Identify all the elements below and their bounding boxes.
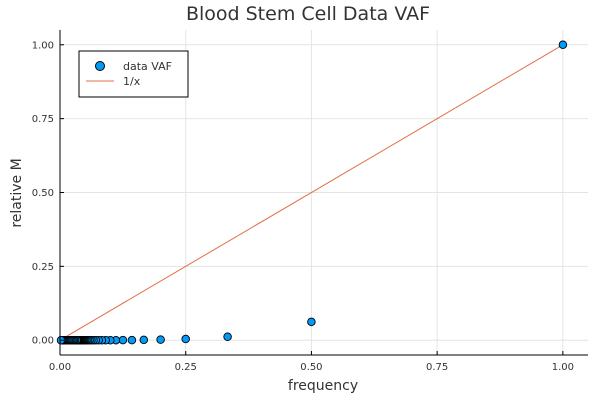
y-tick-label: 1.00 bbox=[32, 40, 54, 51]
data-point bbox=[156, 335, 165, 344]
legend-box bbox=[78, 50, 189, 98]
y-tick-label: 0.75 bbox=[32, 114, 54, 125]
x-tick-label: 0.00 bbox=[49, 362, 71, 373]
data-point bbox=[307, 317, 316, 327]
x-tick-label: 0.50 bbox=[300, 362, 322, 373]
series-line-1-over-x bbox=[59, 44, 564, 341]
chart-title: Blood Stem Cell Data VAF bbox=[186, 3, 430, 25]
tick-labels: 0.00 0.25 0.50 0.75 1.00 0.00 0.25 0.50 0.75 1.00 bbox=[32, 40, 574, 373]
y-tick-label: 0.25 bbox=[32, 262, 54, 273]
plot-area bbox=[56, 40, 568, 345]
x-axis-label: frequency bbox=[288, 378, 358, 394]
data-point bbox=[118, 335, 128, 345]
legend-label-1-over-x: 1/x bbox=[123, 75, 141, 88]
legend-label-data-vaf: data VAF bbox=[123, 60, 172, 73]
y-axis-label: relative M bbox=[9, 158, 25, 227]
x-tick-label: 0.75 bbox=[426, 362, 448, 373]
x-tick-label: 0.25 bbox=[175, 362, 197, 373]
legend: data VAF 1/x bbox=[78, 50, 189, 98]
data-point bbox=[139, 335, 149, 345]
data-point bbox=[181, 334, 190, 344]
data-point bbox=[223, 332, 232, 341]
axes bbox=[59, 30, 588, 356]
y-tick-label: 0.00 bbox=[32, 336, 54, 347]
legend-marker-data-vaf bbox=[95, 61, 105, 71]
y-tick-label: 0.50 bbox=[32, 188, 54, 199]
x-tick-label: 1.00 bbox=[552, 362, 574, 373]
data-point bbox=[558, 40, 568, 50]
data-point bbox=[127, 335, 137, 345]
